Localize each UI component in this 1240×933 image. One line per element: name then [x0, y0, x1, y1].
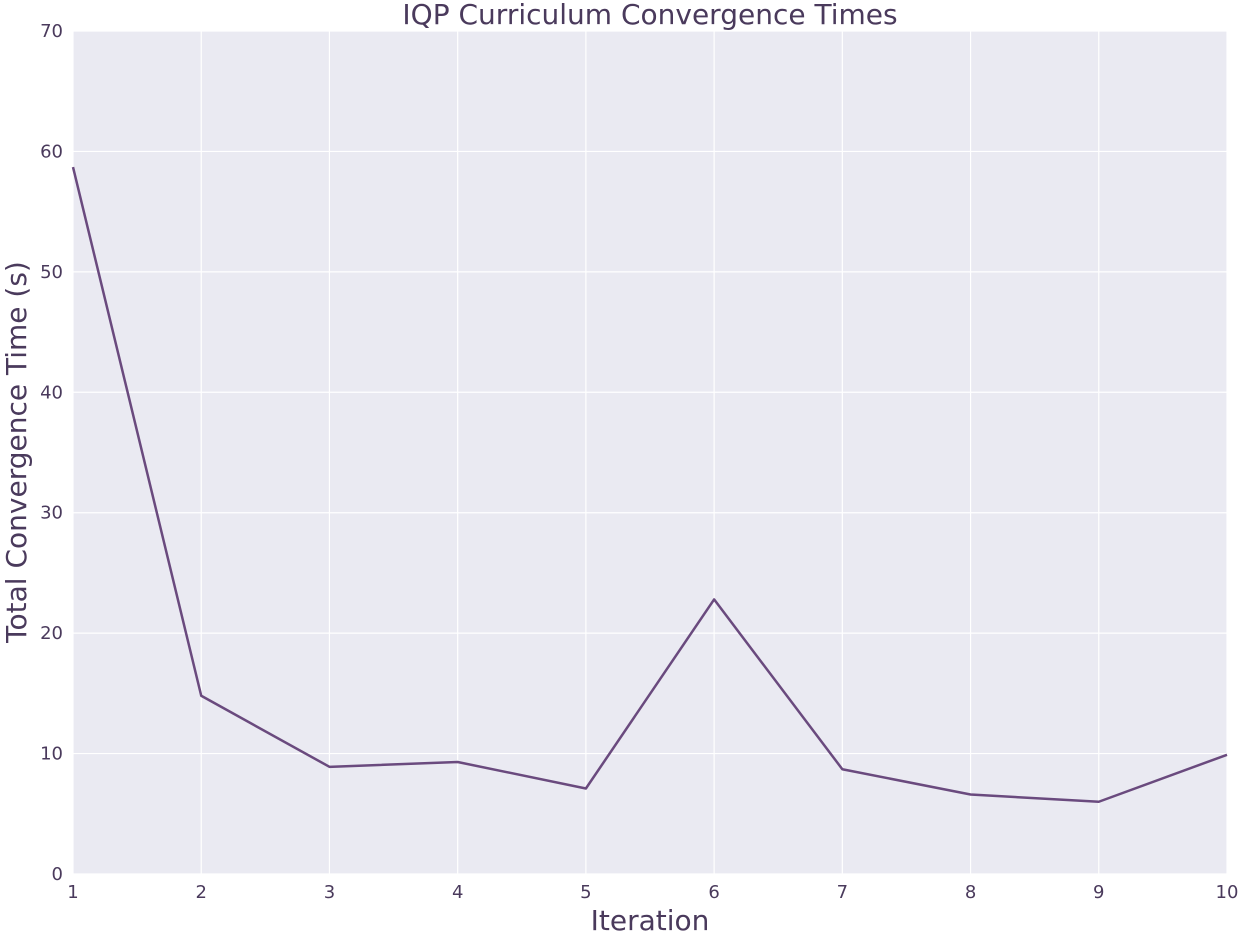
y-tick-labels: 0 10 20 30 40 50 60 70	[40, 21, 63, 885]
y-tick-label: 60	[40, 141, 63, 162]
x-tick-label: 9	[1093, 882, 1104, 903]
x-tick-label: 3	[324, 882, 335, 903]
plot-area	[73, 31, 1227, 874]
x-axis-label: Iteration	[591, 904, 710, 933]
x-tick-label: 7	[837, 882, 848, 903]
x-tick-label: 8	[965, 882, 976, 903]
x-tick-label: 1	[67, 882, 78, 903]
y-axis-label: Total Convergence Time (s)	[0, 261, 33, 644]
y-tick-label: 50	[40, 262, 63, 283]
y-tick-label: 70	[40, 21, 63, 42]
x-gridlines	[72, 31, 1228, 874]
y-gridlines	[73, 30, 1227, 875]
chart-title: IQP Curriculum Convergence Times	[402, 0, 897, 31]
x-tick-labels: 1 2 3 4 5 6 7 8 9 10	[67, 882, 1238, 903]
y-tick-label: 40	[40, 382, 63, 403]
x-tick-label: 2	[195, 882, 206, 903]
series-line	[71, 166, 1228, 803]
y-tick-label: 0	[52, 864, 63, 885]
y-tick-label: 30	[40, 503, 63, 524]
y-tick-label: 10	[40, 744, 63, 765]
x-tick-label: 4	[452, 882, 463, 903]
x-tick-label: 10	[1216, 882, 1239, 903]
x-tick-label: 6	[708, 882, 719, 903]
y-tick-label: 20	[40, 623, 63, 644]
x-tick-label: 5	[580, 882, 591, 903]
